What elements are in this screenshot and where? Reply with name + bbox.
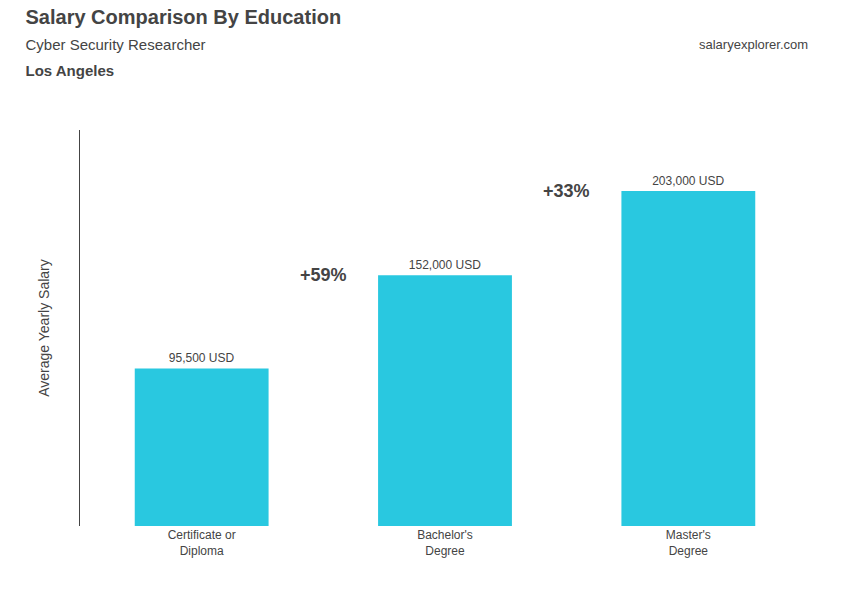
svg-text:Salary Comparison By Education: Salary Comparison By EducationCyber Secu… xyxy=(26,6,342,79)
svg-text:Bachelor'sDegree: Bachelor'sDegree xyxy=(417,528,473,558)
svg-text:+33%: +33% xyxy=(543,181,590,201)
svg-text:Master'sDegree: Master'sDegree xyxy=(666,528,711,558)
svg-text:95,500 USD: 95,500 USD xyxy=(169,351,235,365)
svg-text:Certificate orDiploma: Certificate orDiploma xyxy=(168,528,236,558)
svg-text:203,000 USD: 203,000 USD xyxy=(652,174,724,188)
svg-text:salaryexplorer.com: salaryexplorer.com xyxy=(699,37,808,52)
svg-text:+59%: +59% xyxy=(300,265,347,285)
svg-text:152,000 USD: 152,000 USD xyxy=(409,258,481,272)
svg-text:Average Yearly Salary: Average Yearly Salary xyxy=(36,259,52,397)
